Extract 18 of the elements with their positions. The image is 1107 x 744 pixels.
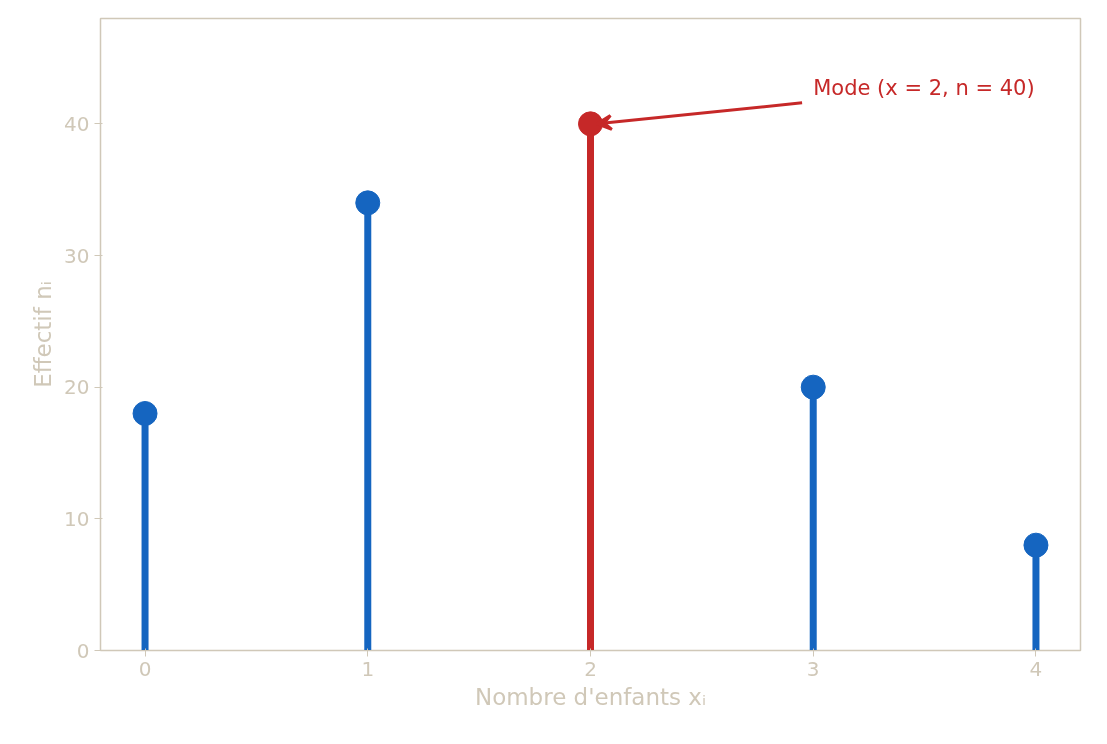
annotation: Mode (x = 2, n = 40) bbox=[813, 76, 1035, 101]
point bbox=[578, 111, 603, 137]
y-tick-label: 10 bbox=[64, 506, 90, 531]
y-tick-label: 30 bbox=[64, 243, 90, 268]
x-tick-label: 1 bbox=[361, 656, 375, 681]
point bbox=[1023, 532, 1049, 558]
point bbox=[355, 190, 381, 216]
x-tick-label: 2 bbox=[584, 656, 597, 681]
x-tick-label: 4 bbox=[1029, 656, 1043, 681]
y-axis-title: Effectif nᵢ bbox=[30, 281, 57, 388]
x-tick-label: 0 bbox=[138, 656, 152, 681]
x-tick-label: 3 bbox=[806, 656, 820, 681]
y-tick-label: 20 bbox=[64, 375, 90, 400]
point bbox=[132, 401, 158, 426]
y-tick-label: 0 bbox=[76, 638, 90, 663]
x-axis-title: Nombre d'enfants xᵢ bbox=[474, 683, 707, 710]
y-tick-label: 40 bbox=[64, 111, 90, 136]
point bbox=[800, 374, 826, 400]
